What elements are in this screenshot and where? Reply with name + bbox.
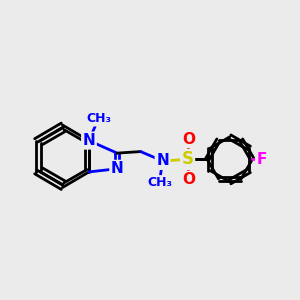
Text: S: S [182,150,194,168]
Text: N: N [156,154,169,169]
Text: N: N [111,161,124,176]
Text: CH₃: CH₃ [147,176,172,189]
Text: CH₃: CH₃ [86,112,111,125]
Text: F: F [256,152,267,167]
Text: O: O [183,131,196,146]
Text: O: O [183,172,196,187]
Text: N: N [82,133,95,148]
